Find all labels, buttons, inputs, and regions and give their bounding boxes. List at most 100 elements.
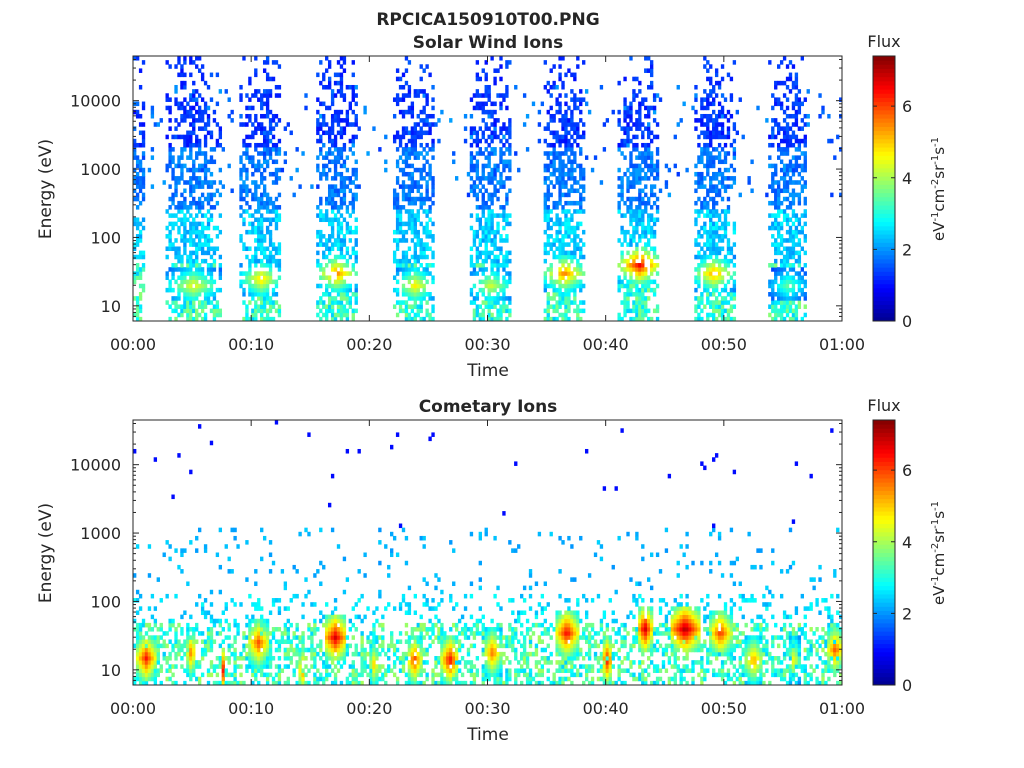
spectrogram-cell bbox=[416, 234, 420, 239]
spectrogram-cell bbox=[552, 184, 556, 189]
spectrogram-cell bbox=[141, 250, 146, 256]
spectrogram-cell bbox=[576, 188, 580, 194]
spectrogram-cell bbox=[555, 167, 559, 173]
spectrogram-cell bbox=[398, 134, 403, 140]
spectrogram-cell bbox=[709, 188, 713, 194]
spectrogram-cell bbox=[791, 283, 796, 289]
spectrogram-cell bbox=[777, 97, 781, 102]
spectrogram-cell bbox=[254, 656, 258, 661]
spectrogram-cell bbox=[401, 113, 406, 119]
spectrogram-cell bbox=[422, 209, 426, 214]
spectrogram-cell bbox=[209, 618, 214, 624]
spectrogram-cell bbox=[248, 627, 252, 632]
spectrogram-cell bbox=[339, 130, 344, 136]
spectrogram-cell bbox=[546, 213, 550, 218]
spectrogram-cell bbox=[478, 105, 482, 111]
spectrogram-cell bbox=[248, 631, 252, 636]
spectrogram-cell bbox=[794, 258, 799, 264]
spectrogram-cell bbox=[469, 113, 474, 119]
spectrogram-cell bbox=[647, 113, 651, 119]
spectrogram-cell bbox=[472, 167, 477, 173]
spectrogram-cell bbox=[322, 142, 326, 148]
spectrogram-cell bbox=[327, 234, 332, 239]
spectrogram-cell bbox=[490, 229, 494, 235]
spectrogram-cell bbox=[723, 113, 728, 119]
spectrogram-cell bbox=[206, 209, 211, 214]
colorbar-swatch bbox=[873, 147, 895, 152]
spectrogram-cell bbox=[431, 200, 435, 206]
spectrogram-cell bbox=[330, 300, 335, 305]
spectrogram-cell bbox=[508, 250, 512, 256]
spectrogram-cell bbox=[508, 275, 512, 280]
spectrogram-cell bbox=[703, 134, 707, 140]
spectrogram-cell bbox=[794, 217, 799, 223]
spectrogram-cell bbox=[496, 180, 500, 185]
colorbar-swatch bbox=[873, 254, 895, 260]
spectrogram-cell bbox=[171, 155, 175, 160]
colorbar-swatch bbox=[873, 200, 895, 206]
spectrogram-cell bbox=[629, 196, 633, 202]
spectrogram-cell bbox=[330, 188, 335, 194]
spectrogram-cell bbox=[171, 242, 175, 247]
spectrogram-cell bbox=[720, 296, 725, 301]
spectrogram-cell bbox=[262, 138, 267, 144]
spectrogram-cell bbox=[327, 258, 332, 264]
spectrogram-cell bbox=[706, 118, 710, 123]
spectrogram-cell bbox=[192, 275, 196, 280]
spectrogram-cell bbox=[431, 105, 435, 111]
spectrogram-cell bbox=[623, 258, 627, 264]
spectrogram-cell bbox=[667, 167, 672, 173]
spectrogram-cell bbox=[404, 300, 409, 305]
spectrogram-cell bbox=[168, 544, 172, 549]
spectrogram-cell bbox=[336, 205, 341, 210]
spectrogram-cell bbox=[723, 97, 728, 102]
spectrogram-cell bbox=[212, 147, 217, 152]
spectrogram-cell bbox=[322, 72, 326, 78]
spectrogram-cell bbox=[582, 271, 586, 276]
colorbar-swatch bbox=[873, 60, 895, 65]
spectrogram-cell bbox=[546, 283, 550, 289]
spectrogram-cell bbox=[325, 304, 329, 309]
spectrogram-cell bbox=[425, 234, 429, 239]
spectrogram-cell bbox=[336, 209, 341, 214]
spectrogram-cell bbox=[774, 192, 778, 198]
spectrogram-cell bbox=[635, 221, 639, 227]
spectrogram-cell bbox=[248, 618, 252, 624]
spectrogram-cell bbox=[774, 171, 778, 177]
spectrogram-cell bbox=[472, 234, 477, 239]
spectrogram-cell bbox=[481, 171, 485, 177]
spectrogram-cell bbox=[236, 656, 240, 661]
spectrogram-cell bbox=[791, 64, 796, 69]
spectrogram-cell bbox=[549, 151, 553, 156]
spectrogram-cell bbox=[475, 312, 480, 318]
spectrogram-cell bbox=[729, 316, 734, 322]
spectrogram-cell bbox=[647, 200, 651, 206]
spectrogram-cell bbox=[203, 196, 208, 202]
spectrogram-cell bbox=[195, 205, 199, 210]
spectrogram-cell bbox=[189, 147, 193, 152]
spectrogram-cell bbox=[428, 234, 432, 239]
spectrogram-cell bbox=[502, 122, 506, 127]
spectrogram-cell bbox=[794, 118, 799, 123]
spectrogram-cell bbox=[694, 275, 698, 280]
spectrogram-cell bbox=[195, 213, 199, 218]
spectrogram-cell bbox=[475, 229, 480, 235]
spectrogram-cell bbox=[174, 176, 178, 181]
spectrogram-cell bbox=[490, 113, 494, 119]
spectrogram-cell bbox=[788, 167, 793, 173]
spectrogram-cell bbox=[203, 105, 208, 111]
spectrogram-cell bbox=[277, 84, 282, 90]
spectrogram-cell bbox=[257, 238, 261, 243]
spectrogram-cell bbox=[254, 668, 258, 673]
spectrogram-cell bbox=[165, 167, 169, 173]
spectrogram-cell bbox=[257, 225, 261, 231]
spectrogram-cell bbox=[171, 213, 175, 218]
spectrogram-cell bbox=[502, 167, 506, 173]
spectrogram-cell bbox=[472, 316, 477, 322]
spectrogram-cell bbox=[573, 246, 577, 252]
spectrogram-cell bbox=[558, 101, 562, 107]
spectrogram-cell bbox=[558, 225, 562, 231]
spectrogram-cell bbox=[782, 304, 787, 309]
spectrogram-cell bbox=[700, 101, 704, 107]
spectrogram-cell bbox=[720, 105, 725, 111]
